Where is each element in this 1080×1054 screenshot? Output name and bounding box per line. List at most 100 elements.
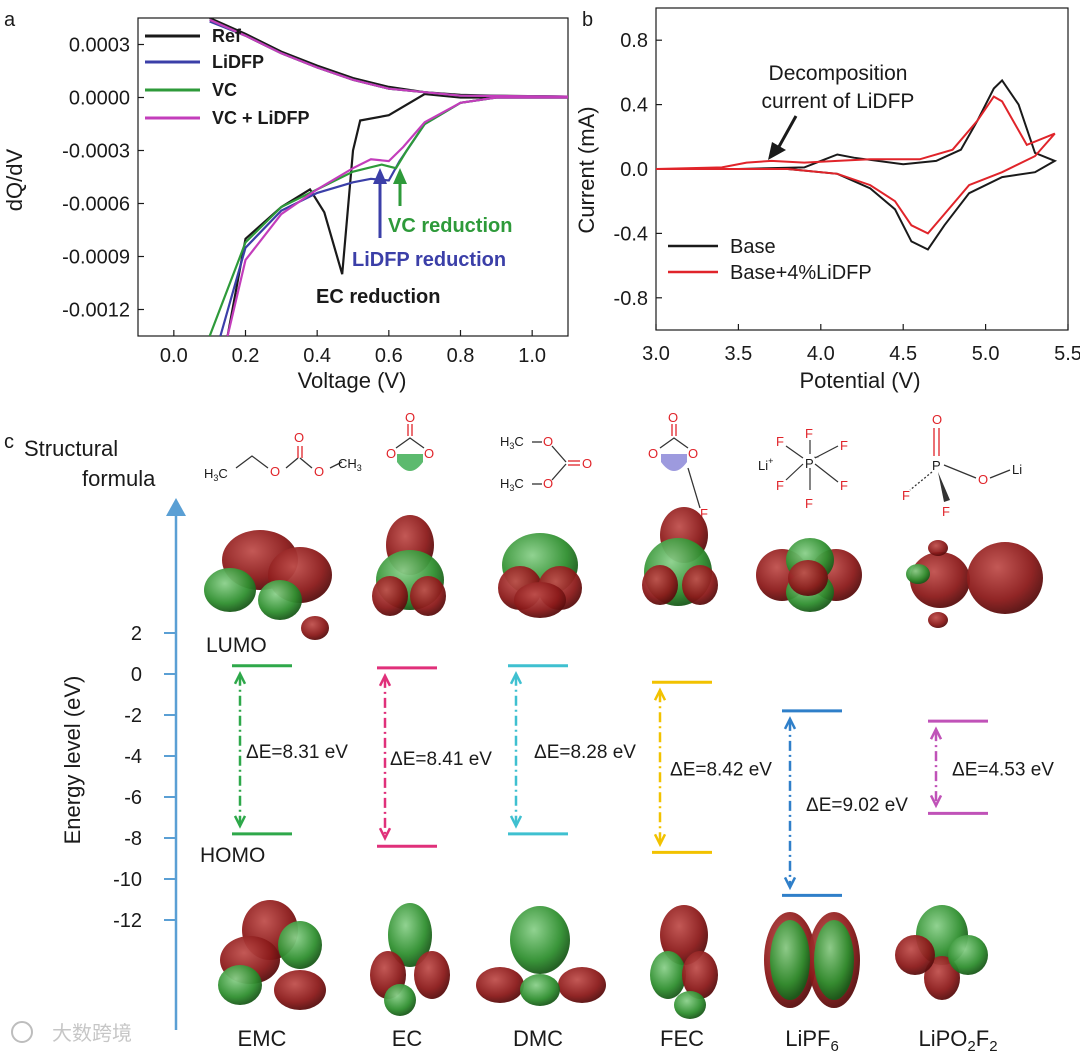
molecule-name-ec: EC <box>392 1026 423 1051</box>
homo-orbital-emc-lobe <box>274 970 326 1010</box>
svg-text:O: O <box>543 476 553 491</box>
legend-ref: Ref <box>212 26 242 46</box>
svg-text:F: F <box>840 438 848 453</box>
homo-orbital-dmc-lobe <box>520 974 560 1006</box>
watermark: 大数跨境 <box>11 1021 132 1045</box>
b-series-base-lidfp <box>655 95 1056 235</box>
panel-label-c: c <box>4 431 14 453</box>
lumo-orbital-lipo2f2-lobe <box>928 540 948 556</box>
c-ytick-label: -12 <box>113 910 142 932</box>
legend-base: Base <box>730 236 776 258</box>
svg-text:O: O <box>543 434 553 449</box>
svg-text:F: F <box>902 488 910 503</box>
c-ytick-label: -6 <box>124 787 142 809</box>
lumo-orbital-lipf6-lobe <box>788 560 828 596</box>
homo-label: HOMO <box>200 844 265 867</box>
a-xtick-label: 1.0 <box>518 345 546 367</box>
structure-fec: O O O F <box>648 410 708 521</box>
svg-text:O: O <box>294 430 304 445</box>
energy-axis: 2 0 -2 -4 -6 -8 -10 -12 Energy level (eV) <box>60 498 186 1030</box>
homo-orbital-lipo2f2-lobe <box>948 935 988 975</box>
panel-b-ylabel: Current (mA) <box>574 106 599 233</box>
decomposition-arrowhead <box>768 142 786 160</box>
svg-text:O: O <box>668 410 678 425</box>
homo-orbital-dmc-lobe <box>558 967 606 1003</box>
panel-a-xlabel: Voltage (V) <box>298 368 407 393</box>
c-ytick-label: -8 <box>124 828 142 850</box>
homo-orbital-fec-lobe <box>660 905 708 965</box>
c-ytick-label: -10 <box>113 869 142 891</box>
b-xtick-label: 5.0 <box>972 343 1000 365</box>
legend-base-lidfp: Base+4%LiDFP <box>730 262 872 284</box>
a-ytick-label: -0.0009 <box>62 247 130 269</box>
molecule-name-fec: FEC <box>660 1026 704 1051</box>
gap-arrowhead-bottom <box>653 833 667 848</box>
svg-text:F: F <box>840 478 848 493</box>
gap-arrowhead-top <box>509 671 523 685</box>
vc-arrowhead <box>393 168 407 184</box>
energy-ylabel: Energy level (eV) <box>60 676 85 845</box>
panel-a-chart: 0.0 0.2 0.4 0.6 0.8 1.0 0.0003 0.0000 -0.0003 -0.… <box>2 17 569 393</box>
lumo-orbital-ec-lobe <box>410 576 446 616</box>
gap-label-ec: ΔE=8.41 eV <box>390 749 492 770</box>
a-series-vc-lidfp-upper <box>209 18 568 98</box>
svg-text:O: O <box>582 456 592 471</box>
homo-orbital-ec-lobe <box>414 951 450 999</box>
b-xtick-label: 4.0 <box>807 343 835 365</box>
a-ytick-label: -0.0003 <box>62 141 130 163</box>
homo-orbital-dmc-lobe <box>476 967 524 1003</box>
homo-orbital-lipo2f2-lobe <box>924 956 960 1000</box>
b-xtick-label: 5.5 <box>1054 343 1080 365</box>
a-ytick-label: -0.0012 <box>62 300 130 322</box>
b-ytick-label: 0.0 <box>620 159 648 181</box>
gap-arrowhead-top <box>783 716 797 730</box>
svg-text:O: O <box>932 412 942 427</box>
a-ytick-label: 0.0003 <box>69 35 130 57</box>
gap-arrowhead-bottom <box>233 815 247 829</box>
gap-arrowhead-top <box>233 671 247 685</box>
a-xtick-label: 0.0 <box>160 345 188 367</box>
gap-label-dmc: ΔE=8.28 eV <box>534 742 636 763</box>
svg-text:F: F <box>776 434 784 449</box>
a-ytick-label: 0.0000 <box>69 88 130 110</box>
a-xtick-label: 0.8 <box>447 345 475 367</box>
molecule-name-lipo2f2: LiPO2F2 <box>918 1026 997 1054</box>
b-xtick-label: 3.5 <box>724 343 752 365</box>
energy-axis-arrowhead <box>166 498 186 516</box>
panel-label-a: a <box>4 9 16 31</box>
lipf6-p: P− <box>805 452 819 471</box>
molecule-name-emc: EMC <box>238 1026 287 1051</box>
watermark-text: 大数跨境 <box>52 1021 132 1045</box>
legend-vc-lidfp: VC + LiDFP <box>212 108 310 128</box>
c-ytick-label: 0 <box>131 664 142 686</box>
panel-label-b: b <box>582 9 593 31</box>
svg-text:Li: Li <box>1012 462 1022 477</box>
gap-label-emc: ΔE=8.31 eV <box>246 742 348 763</box>
lumo-orbital-lipo2f2-lobe <box>928 612 948 628</box>
dmc-h3c-b: H3C <box>500 476 524 493</box>
svg-text:O: O <box>424 446 434 461</box>
b-ytick-label: -0.4 <box>614 223 648 245</box>
molecule-name-dmc: DMC <box>513 1026 563 1051</box>
legend-lidfp: LiDFP <box>212 52 264 72</box>
svg-text:F: F <box>700 506 708 521</box>
structure-emc: H3C O O O CH3 <box>204 430 362 483</box>
lumo-orbital-emc-lobe <box>258 580 302 620</box>
gap-label-fec: ΔE=8.42 eV <box>670 759 772 780</box>
structural-formula-label-2: formula <box>82 466 156 491</box>
gap-label-lipo2f2: ΔE=4.53 eV <box>952 759 1054 780</box>
dmc-h3c-a: H3C <box>500 434 524 451</box>
panel-a-ylabel: dQ/dV <box>2 148 27 211</box>
svg-text:O: O <box>314 464 324 479</box>
panel-b-chart: 3.0 3.5 4.0 4.5 5.0 5.5 0.8 0.4 0.0 -0.4 -0.8 Pote… <box>574 7 1080 393</box>
svg-text:O: O <box>386 446 396 461</box>
structure-dmc: H3C H3C O O O <box>500 434 592 493</box>
vc-reduction-label: VC reduction <box>388 215 512 237</box>
homo-orbital-dmc-lobe <box>510 906 570 974</box>
molecule-name-lipf6: LiPF6 <box>785 1026 839 1054</box>
a-series-vc-lidfp-lower <box>226 96 568 336</box>
structure-lipf6: Li+ P− F F F F F F <box>758 426 848 511</box>
b-ytick-label: 0.8 <box>620 30 648 52</box>
homo-orbital-emc-lobe <box>278 921 322 969</box>
lipf6-li: Li+ <box>758 456 773 473</box>
